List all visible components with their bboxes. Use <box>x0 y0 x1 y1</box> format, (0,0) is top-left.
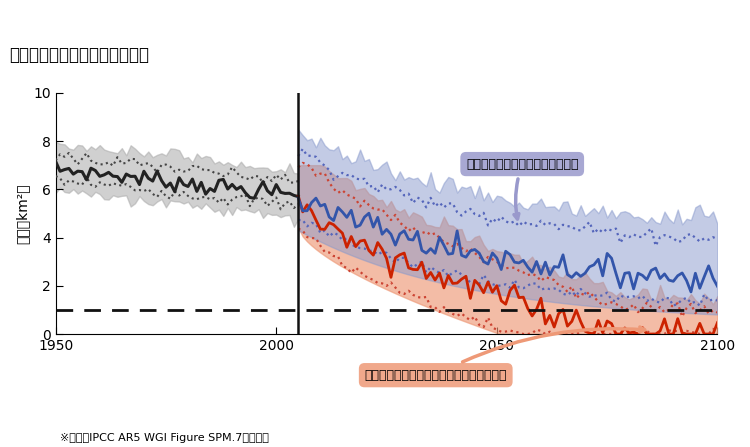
Text: 厳しい気候変動対策をとった場合: 厳しい気候変動対策をとった場合 <box>466 157 578 219</box>
Text: 有効な気候変動対策がとられなかった場合: 有効な気候変動対策がとられなかった場合 <box>364 327 644 382</box>
Text: ※出典　IPCC AR5 WGI Figure SPM.7から作成: ※出典 IPCC AR5 WGI Figure SPM.7から作成 <box>60 433 268 443</box>
Y-axis label: （百万km²）: （百万km²） <box>15 183 29 244</box>
Text: 北半球海氷面積（）月）の変化: 北半球海氷面積（）月）の変化 <box>9 46 149 63</box>
